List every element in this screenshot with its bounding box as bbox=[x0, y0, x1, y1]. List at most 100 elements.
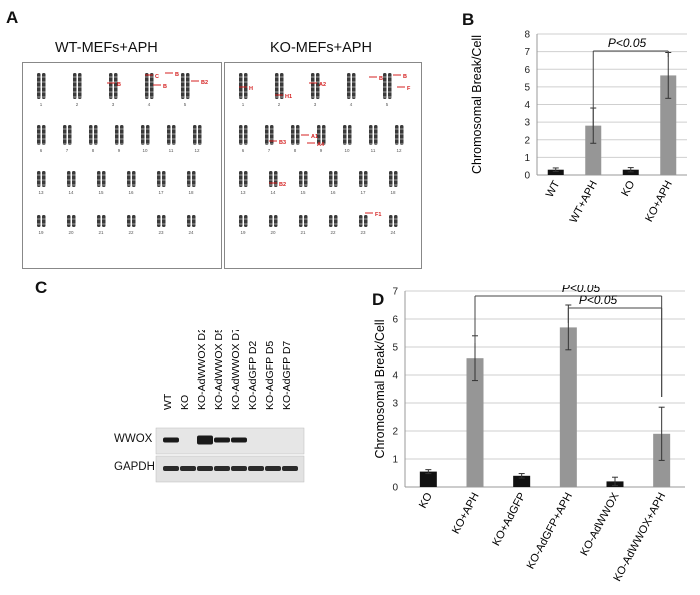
chromosome bbox=[304, 215, 308, 227]
panel-letter-c: C bbox=[35, 278, 48, 297]
bar bbox=[466, 358, 484, 487]
chromosome bbox=[394, 171, 398, 187]
chromosome bbox=[172, 125, 176, 145]
chromosome-number: 18 bbox=[390, 190, 396, 195]
break-label: A1 bbox=[311, 134, 318, 140]
x-tick-label: KO-AdGFP+APH bbox=[525, 491, 575, 571]
chromosome bbox=[102, 171, 106, 187]
lane-label: KO-AdGFP D7 bbox=[281, 341, 293, 410]
gapdh-band bbox=[248, 466, 264, 471]
bar bbox=[585, 125, 602, 175]
chromosome bbox=[388, 73, 392, 99]
blot-row-label: WWOX bbox=[114, 433, 153, 445]
chromosome bbox=[181, 73, 185, 99]
chromosome bbox=[359, 215, 363, 227]
bar bbox=[513, 475, 531, 487]
gapdh-band bbox=[180, 466, 196, 471]
y-tick-label: 6 bbox=[524, 65, 530, 76]
x-tick-label: WT bbox=[544, 179, 563, 200]
panel-letter-a: A bbox=[6, 8, 19, 27]
chromosome bbox=[274, 215, 278, 227]
wwox-band bbox=[214, 437, 230, 443]
chromosome-number: 23 bbox=[360, 230, 366, 235]
x-tick-label: KO bbox=[417, 490, 435, 510]
chromosome-number: 11 bbox=[169, 148, 174, 153]
x-tick-label: WT+APH bbox=[568, 179, 600, 225]
chromosome bbox=[322, 125, 326, 145]
chromosome bbox=[239, 215, 243, 227]
lane-label: KO bbox=[179, 395, 191, 410]
chromosome bbox=[244, 215, 248, 227]
break-label: B bbox=[403, 74, 407, 80]
chromosome bbox=[239, 73, 243, 99]
chromosome bbox=[364, 171, 368, 187]
chromosome bbox=[239, 125, 243, 145]
chromosome-number: 14 bbox=[270, 190, 276, 195]
chromosome bbox=[329, 215, 333, 227]
chromosome bbox=[167, 125, 171, 145]
chromosome bbox=[67, 215, 71, 227]
ko-karyotype-title: KO-MEFs+APH bbox=[270, 40, 372, 56]
chromosome bbox=[192, 215, 196, 227]
y-tick-label: 1 bbox=[524, 153, 530, 164]
gapdh-band bbox=[282, 466, 298, 471]
chromosome bbox=[296, 125, 300, 145]
bar bbox=[622, 169, 639, 175]
chromosome bbox=[162, 215, 166, 227]
chromosome-number: 20 bbox=[270, 230, 276, 235]
chromosome bbox=[78, 73, 82, 99]
wt-karyotype-title: WT-MEFs+APH bbox=[55, 40, 158, 56]
chromosome bbox=[244, 125, 248, 145]
break-label: H1 bbox=[285, 94, 292, 100]
chromosome-number: 12 bbox=[194, 148, 200, 153]
chromosome bbox=[68, 125, 72, 145]
y-tick-label: 3 bbox=[524, 118, 530, 129]
gapdh-band bbox=[214, 466, 230, 471]
chromosome-number: 13 bbox=[38, 190, 44, 195]
break-label: F bbox=[407, 86, 411, 92]
chromosome-number: 21 bbox=[300, 230, 306, 235]
chromosome bbox=[127, 171, 131, 187]
chromosome-number: 12 bbox=[396, 148, 402, 153]
chromosome bbox=[329, 171, 333, 187]
wwox-blot-strip bbox=[155, 427, 305, 455]
chromosome bbox=[394, 215, 398, 227]
break-label: B bbox=[163, 84, 167, 90]
break-label: C bbox=[155, 74, 159, 80]
chromosome-number: 5 bbox=[386, 102, 389, 107]
y-tick-label: 4 bbox=[392, 371, 398, 382]
gapdh-band bbox=[197, 466, 213, 471]
chromosome bbox=[400, 125, 404, 145]
chromosome-number: 13 bbox=[240, 190, 246, 195]
chromosome bbox=[42, 73, 46, 99]
break-label: B2 bbox=[201, 80, 208, 86]
lane-label: KO-AdGFP D5 bbox=[264, 341, 276, 410]
chromosome bbox=[269, 215, 273, 227]
chromosome-number: 18 bbox=[188, 190, 194, 195]
x-tick-label: KO-AdWWOX bbox=[578, 490, 622, 558]
chromosome bbox=[42, 125, 46, 145]
chromosome bbox=[304, 171, 308, 187]
chromosome-number: 22 bbox=[330, 230, 336, 235]
chromosome-number: 9 bbox=[320, 148, 323, 153]
wwox-band bbox=[163, 437, 179, 443]
chromosome bbox=[274, 171, 278, 187]
chromosome-number: 15 bbox=[300, 190, 306, 195]
chromosome bbox=[299, 215, 303, 227]
chromosome-number: 6 bbox=[242, 148, 245, 153]
y-tick-label: 6 bbox=[392, 315, 398, 326]
chromosome-number: 1 bbox=[40, 102, 43, 107]
y-tick-label: 5 bbox=[392, 343, 398, 354]
chromosome bbox=[63, 125, 67, 145]
break-label: B3 bbox=[279, 140, 286, 146]
x-tick-label: KO+AdGFP bbox=[490, 491, 528, 548]
chromosome-number: 9 bbox=[118, 148, 121, 153]
chromosome-number: 2 bbox=[278, 102, 281, 107]
lane-label: KO-AdWWOX D5 bbox=[213, 330, 225, 410]
chromosome-number: 19 bbox=[240, 230, 246, 235]
chromosome bbox=[37, 73, 41, 99]
y-tick-label: 8 bbox=[524, 30, 530, 41]
chromosome-number: 7 bbox=[268, 148, 271, 153]
chromosome bbox=[275, 73, 279, 99]
